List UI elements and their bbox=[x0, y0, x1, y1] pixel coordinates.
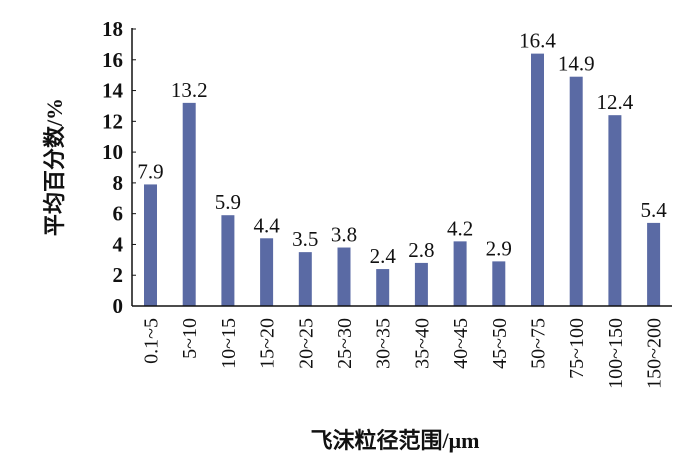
data-label: 2.9 bbox=[486, 236, 512, 260]
x-tick-label: 25~30 bbox=[334, 318, 356, 369]
bar bbox=[298, 252, 312, 306]
data-label: 4.4 bbox=[253, 213, 280, 237]
y-tick-label: 14 bbox=[102, 79, 124, 103]
x-tick-label: 40~45 bbox=[450, 318, 472, 369]
y-tick-label: 18 bbox=[102, 17, 123, 41]
y-tick-label: 0 bbox=[113, 294, 124, 318]
bar bbox=[453, 241, 467, 306]
bar bbox=[608, 115, 622, 306]
x-tick-label: 45~50 bbox=[489, 318, 511, 369]
y-tick-label: 12 bbox=[102, 109, 123, 133]
bar bbox=[647, 222, 661, 306]
bar bbox=[569, 76, 583, 306]
x-tick-label: 50~75 bbox=[528, 318, 550, 369]
bar bbox=[492, 261, 506, 306]
x-tick-label: 150~200 bbox=[644, 318, 666, 389]
y-tick-label: 16 bbox=[102, 48, 123, 72]
bar bbox=[337, 247, 351, 306]
bar bbox=[414, 262, 428, 306]
x-tick-label: 100~150 bbox=[605, 318, 627, 389]
bar bbox=[260, 238, 274, 306]
data-label: 4.2 bbox=[447, 216, 473, 240]
x-tick-label: 75~100 bbox=[566, 318, 588, 379]
y-tick-label: 8 bbox=[113, 171, 124, 195]
x-tick-label: 15~20 bbox=[257, 318, 279, 369]
y-tick-label: 10 bbox=[102, 140, 123, 164]
bar bbox=[531, 53, 544, 306]
data-label: 5.9 bbox=[215, 190, 241, 214]
data-label: 3.8 bbox=[331, 223, 357, 247]
bar bbox=[182, 102, 196, 306]
bar bbox=[144, 184, 157, 306]
y-tick-label: 2 bbox=[113, 263, 124, 287]
x-axis-label: 飞沫粒径范围/μm bbox=[311, 428, 480, 453]
bar bbox=[221, 215, 235, 306]
x-tick-label: 5~10 bbox=[179, 318, 201, 359]
data-label: 13.2 bbox=[171, 78, 208, 102]
data-label: 7.9 bbox=[137, 159, 163, 183]
y-tick-label: 6 bbox=[113, 202, 124, 226]
data-label: 2.4 bbox=[370, 244, 397, 268]
x-tick-label: 30~35 bbox=[373, 318, 395, 369]
data-label: 2.8 bbox=[408, 238, 434, 262]
x-tick-label: 10~15 bbox=[218, 318, 240, 369]
data-label: 3.5 bbox=[292, 227, 318, 251]
data-label: 12.4 bbox=[597, 90, 634, 114]
y-axis-label: 平均百分数/% bbox=[42, 98, 67, 236]
data-label: 14.9 bbox=[558, 52, 595, 76]
x-tick-label: 0.1~5 bbox=[141, 318, 163, 364]
data-label: 5.4 bbox=[640, 198, 667, 222]
x-tick-label: 35~40 bbox=[411, 318, 433, 369]
x-tick-label: 20~25 bbox=[295, 318, 317, 369]
data-label: 16.4 bbox=[519, 29, 556, 53]
bar bbox=[376, 269, 390, 306]
y-tick-label: 4 bbox=[113, 232, 124, 256]
